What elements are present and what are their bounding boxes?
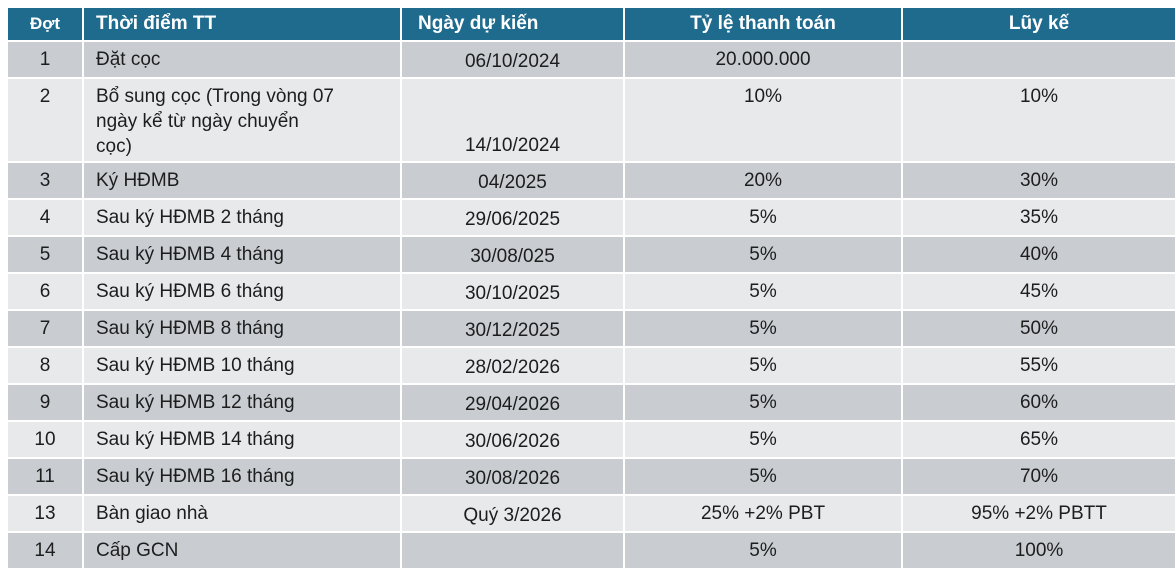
- header-cell-ngay-du-kien: Ngày dự kiến: [400, 6, 625, 42]
- table-row: 4 Sau ký HĐMB 2 tháng 29/06/2025 5% 35%: [6, 198, 1175, 237]
- cell-ty-le: 5%: [623, 383, 903, 422]
- table-row: 5 Sau ký HĐMB 4 tháng 30/08/025 5% 40%: [6, 235, 1175, 274]
- cell-ngay-du-kien: 06/10/2024: [400, 40, 625, 79]
- cell-ty-le: 5%: [623, 272, 903, 311]
- cell-ngay-du-kien: 30/10/2025: [400, 272, 625, 311]
- payment-schedule-table: Đợt Thời điểm TT Ngày dự kiến Tỷ lệ than…: [6, 6, 1175, 570]
- header-cell-dot: Đợt: [6, 6, 84, 42]
- table-row: 14 Cấp GCN 5% 100%: [6, 531, 1175, 570]
- header-cell-thoi-diem-tt: Thời điểm TT: [82, 6, 402, 42]
- table-row: 2 Bổ sung cọc (Trong vòng 07 ngày kể từ …: [6, 77, 1175, 163]
- cell-ngay-du-kien: 14/10/2024: [400, 77, 625, 163]
- cell-ngay-du-kien: 29/06/2025: [400, 198, 625, 237]
- cell-dot: 2: [6, 77, 84, 163]
- cell-dot: 13: [6, 494, 84, 533]
- cell-luy-ke: 30%: [901, 161, 1175, 200]
- cell-thoi-diem: Sau ký HĐMB 14 tháng: [82, 420, 402, 459]
- cell-thoi-diem: Sau ký HĐMB 12 tháng: [82, 383, 402, 422]
- cell-ty-le: 20%: [623, 161, 903, 200]
- table-row: 7 Sau ký HĐMB 8 tháng 30/12/2025 5% 50%: [6, 309, 1175, 348]
- cell-thoi-diem: Sau ký HĐMB 8 tháng: [82, 309, 402, 348]
- cell-ty-le: 5%: [623, 531, 903, 570]
- cell-thoi-diem: Sau ký HĐMB 2 tháng: [82, 198, 402, 237]
- cell-luy-ke: 60%: [901, 383, 1175, 422]
- table-row: 8 Sau ký HĐMB 10 tháng 28/02/2026 5% 55%: [6, 346, 1175, 385]
- cell-luy-ke: 95% +2% PBTT: [901, 494, 1175, 533]
- cell-luy-ke: 55%: [901, 346, 1175, 385]
- cell-dot: 10: [6, 420, 84, 459]
- cell-luy-ke: 35%: [901, 198, 1175, 237]
- cell-ty-le: 5%: [623, 309, 903, 348]
- table-body: 1 Đặt cọc 06/10/2024 20.000.000 2 Bổ sun…: [6, 40, 1175, 570]
- cell-ty-le: 20.000.000: [623, 40, 903, 79]
- payment-schedule-slide: Đợt Thời điểm TT Ngày dự kiến Tỷ lệ than…: [6, 6, 1175, 570]
- cell-thoi-diem: Sau ký HĐMB 10 tháng: [82, 346, 402, 385]
- cell-dot: 9: [6, 383, 84, 422]
- table-header: Đợt Thời điểm TT Ngày dự kiến Tỷ lệ than…: [6, 6, 1175, 42]
- cell-ngay-du-kien: 29/04/2026: [400, 383, 625, 422]
- header-cell-luy-ke: Lũy kế: [901, 6, 1175, 42]
- cell-dot: 14: [6, 531, 84, 570]
- table-row: 9 Sau ký HĐMB 12 tháng 29/04/2026 5% 60%: [6, 383, 1175, 422]
- cell-dot: 1: [6, 40, 84, 79]
- cell-thoi-diem: Bổ sung cọc (Trong vòng 07 ngày kể từ ng…: [82, 77, 402, 163]
- cell-dot: 7: [6, 309, 84, 348]
- cell-ty-le: 5%: [623, 420, 903, 459]
- cell-ty-le: 5%: [623, 346, 903, 385]
- cell-ngay-du-kien: [400, 531, 625, 570]
- table-row: 13 Bàn giao nhà Quý 3/2026 25% +2% PBT 9…: [6, 494, 1175, 533]
- cell-dot: 4: [6, 198, 84, 237]
- cell-luy-ke: 10%: [901, 77, 1175, 163]
- header-row: Đợt Thời điểm TT Ngày dự kiến Tỷ lệ than…: [6, 6, 1175, 42]
- table-row: 6 Sau ký HĐMB 6 tháng 30/10/2025 5% 45%: [6, 272, 1175, 311]
- cell-luy-ke: 100%: [901, 531, 1175, 570]
- table-row: 11 Sau ký HĐMB 16 tháng 30/08/2026 5% 70…: [6, 457, 1175, 496]
- cell-ty-le: 10%: [623, 77, 903, 163]
- cell-dot: 3: [6, 161, 84, 200]
- cell-ngay-du-kien: 04/2025: [400, 161, 625, 200]
- cell-luy-ke: [901, 40, 1175, 79]
- cell-thoi-diem: Sau ký HĐMB 6 tháng: [82, 272, 402, 311]
- cell-ty-le: 5%: [623, 198, 903, 237]
- cell-luy-ke: 45%: [901, 272, 1175, 311]
- cell-luy-ke: 70%: [901, 457, 1175, 496]
- cell-ngay-du-kien: 30/08/2026: [400, 457, 625, 496]
- table-row: 10 Sau ký HĐMB 14 tháng 30/06/2026 5% 65…: [6, 420, 1175, 459]
- cell-thoi-diem: Sau ký HĐMB 16 tháng: [82, 457, 402, 496]
- table-row: 1 Đặt cọc 06/10/2024 20.000.000: [6, 40, 1175, 79]
- cell-luy-ke: 50%: [901, 309, 1175, 348]
- cell-ty-le: 5%: [623, 235, 903, 274]
- cell-ngay-du-kien: 30/06/2026: [400, 420, 625, 459]
- cell-dot: 5: [6, 235, 84, 274]
- cell-thoi-diem: Sau ký HĐMB 4 tháng: [82, 235, 402, 274]
- cell-thoi-diem: Ký HĐMB: [82, 161, 402, 200]
- cell-thoi-diem: Bàn giao nhà: [82, 494, 402, 533]
- cell-ngay-du-kien: 30/08/025: [400, 235, 625, 274]
- cell-ty-le: 5%: [623, 457, 903, 496]
- cell-ngay-du-kien: Quý 3/2026: [400, 494, 625, 533]
- cell-dot: 11: [6, 457, 84, 496]
- cell-dot: 8: [6, 346, 84, 385]
- cell-dot: 6: [6, 272, 84, 311]
- cell-luy-ke: 40%: [901, 235, 1175, 274]
- cell-ngay-du-kien: 30/12/2025: [400, 309, 625, 348]
- cell-luy-ke: 65%: [901, 420, 1175, 459]
- cell-ngay-du-kien: 28/02/2026: [400, 346, 625, 385]
- cell-thoi-diem: Đặt cọc: [82, 40, 402, 79]
- cell-thoi-diem: Cấp GCN: [82, 531, 402, 570]
- cell-ty-le: 25% +2% PBT: [623, 494, 903, 533]
- table-row: 3 Ký HĐMB 04/2025 20% 30%: [6, 161, 1175, 200]
- header-cell-ty-le: Tỷ lệ thanh toán: [623, 6, 903, 42]
